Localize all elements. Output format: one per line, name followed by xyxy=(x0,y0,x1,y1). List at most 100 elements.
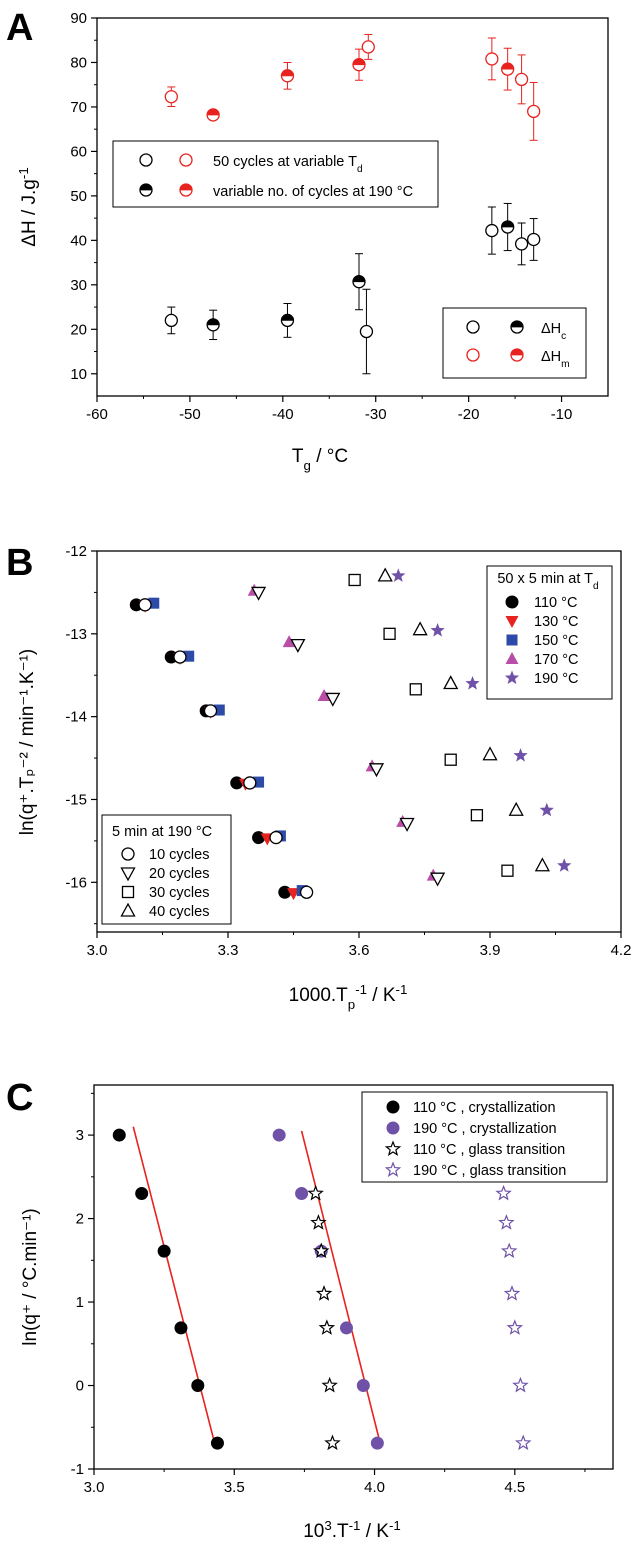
data-point xyxy=(527,232,541,247)
data-point-fill xyxy=(206,108,220,116)
data-point xyxy=(206,108,220,122)
data-point xyxy=(243,776,257,790)
legend-label: 110 °C , glass transition xyxy=(413,1142,565,1158)
data-point xyxy=(339,1321,353,1335)
y-tick-label: 20 xyxy=(70,321,87,338)
panel-label-c: C xyxy=(6,1077,33,1119)
legend-marker xyxy=(504,670,520,685)
legend-label: 190 °C , glass transition xyxy=(413,1163,566,1179)
x-tick-label: -40 xyxy=(272,406,294,423)
x-tick-label: 4.0 xyxy=(364,1479,385,1496)
data-point xyxy=(280,313,295,328)
plot-frame-c xyxy=(93,1084,614,1470)
data-point xyxy=(512,1376,529,1393)
data-point xyxy=(498,1214,515,1230)
data-point xyxy=(368,763,385,778)
legend-marker xyxy=(466,348,480,362)
y-tick-label: 3 xyxy=(76,1127,84,1144)
data-point-fill xyxy=(281,69,294,77)
data-point xyxy=(513,748,528,762)
y-tick-label: -1 xyxy=(71,1461,84,1478)
data-point xyxy=(503,1285,521,1301)
data-point xyxy=(173,650,187,664)
legend-label-dhm: ΔHm xyxy=(541,349,570,370)
data-point xyxy=(272,1128,286,1142)
data-point-fill xyxy=(352,275,366,283)
fit-line xyxy=(300,1130,381,1444)
legend-label: 110 °C , crystallization xyxy=(413,1100,556,1116)
x-axis-label: 1000.Tp-1 / K-1 xyxy=(289,982,408,1012)
legend-series xyxy=(361,1091,608,1183)
x-tick-label: 3.0 xyxy=(87,942,108,959)
panel-b: B 3.0 3.3 3.6 3.9 4.2 -12 -13 -14 -15 -16 1000.Tp-1… xyxy=(6,542,631,1012)
data-point xyxy=(443,675,459,690)
data-point xyxy=(506,1319,524,1335)
data-point xyxy=(295,1187,309,1201)
legend-marker xyxy=(505,616,519,628)
data-point xyxy=(352,275,366,289)
x-tick-label: 3.0 xyxy=(84,1479,105,1496)
legend-marker xyxy=(506,634,518,646)
y-tick-label: -13 xyxy=(65,626,87,643)
panel-a: A -60 -50 -40 -30 -20 -10 10 20 30 40 50 60 70 80 90 Tg … xyxy=(6,7,609,473)
legend-label-variable-td: 50 cycles at variable Td xyxy=(213,154,363,175)
data-point xyxy=(514,237,529,251)
data-point xyxy=(500,1242,518,1259)
y-tick-label: -15 xyxy=(65,791,87,808)
legend-marker-fill xyxy=(510,320,524,328)
y-axis-label: ln(q⁺ / °C.min⁻¹) xyxy=(20,1208,41,1345)
data-point xyxy=(470,809,484,822)
data-point xyxy=(324,1434,341,1451)
x-axis-label: 103.T-1 / K-1 xyxy=(303,1518,401,1543)
data-point xyxy=(174,1321,188,1335)
data-point-fill xyxy=(501,220,515,228)
x-tick-label: 3.6 xyxy=(349,942,370,959)
data-point xyxy=(539,802,554,817)
y-tick-label: 70 xyxy=(70,99,87,116)
data-point xyxy=(310,1214,327,1230)
data-point xyxy=(138,598,152,612)
legend-marker xyxy=(139,183,153,197)
legend-title-temperatures: 50 x 5 min at Td xyxy=(497,571,598,592)
y-tick-label: -12 xyxy=(65,543,87,560)
data-point xyxy=(250,586,267,601)
legend-marker xyxy=(121,847,135,861)
data-point xyxy=(514,1434,532,1451)
data-point xyxy=(508,801,524,816)
panel-label-a: A xyxy=(6,7,33,49)
data-point xyxy=(534,857,550,872)
y-tick-label: 90 xyxy=(70,10,87,27)
legend-label-dhc: ΔHc xyxy=(541,321,566,342)
data-point xyxy=(325,692,341,707)
data-point xyxy=(356,1379,370,1393)
data-point xyxy=(191,1379,205,1393)
data-point xyxy=(318,1319,336,1335)
data-point xyxy=(290,638,306,653)
data-point xyxy=(377,567,393,582)
legend-marker xyxy=(510,320,524,334)
data-point xyxy=(148,597,160,609)
data-point xyxy=(312,1242,330,1259)
x-tick-label: 4.5 xyxy=(504,1479,525,1496)
data-point xyxy=(299,885,314,899)
y-tick-label: 1 xyxy=(76,1294,84,1311)
data-point xyxy=(269,830,283,845)
data-point xyxy=(321,1376,338,1393)
legend-marker xyxy=(179,183,193,197)
data-point xyxy=(409,683,422,696)
legend-marker-fill xyxy=(179,183,193,191)
data-point xyxy=(383,627,396,640)
y-tick-label: 80 xyxy=(70,54,87,71)
panel-label-b: B xyxy=(6,542,33,584)
y-tick-label: 2 xyxy=(76,1211,84,1228)
y-tick-label: 0 xyxy=(76,1378,84,1395)
legend-marker xyxy=(139,153,153,167)
data-point xyxy=(465,676,480,690)
data-point xyxy=(495,1184,512,1201)
legend-marker xyxy=(386,1121,400,1135)
legend-marker xyxy=(120,867,136,882)
x-tick-label: 3.9 xyxy=(480,942,501,959)
data-point xyxy=(444,753,457,766)
data-point xyxy=(164,313,178,328)
data-point xyxy=(430,623,445,637)
